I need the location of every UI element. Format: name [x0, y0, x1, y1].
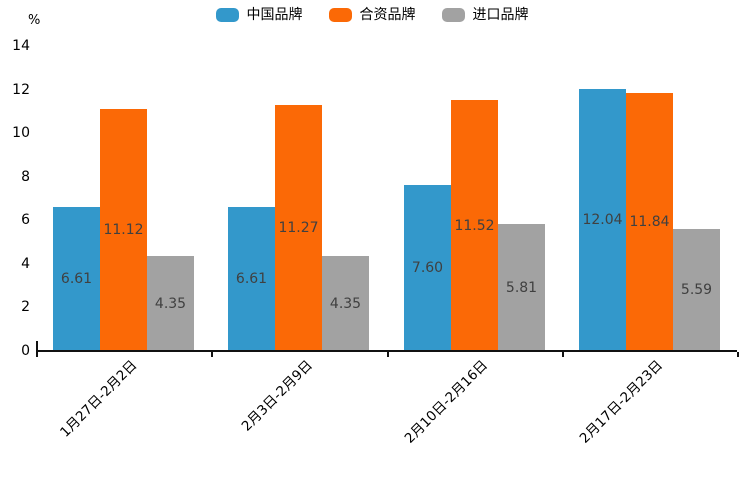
x-category-label: 1月27日-2月2日 — [56, 357, 141, 441]
x-axis-line — [36, 350, 737, 352]
bar-value-label: 7.60 — [411, 260, 444, 276]
bar-value-label: 11.52 — [454, 217, 495, 234]
x-axis-tick — [36, 352, 38, 357]
x-axis-tick — [737, 352, 739, 357]
y-axis-unit-label: % — [28, 13, 41, 28]
y-tick-label: 8 — [21, 168, 30, 185]
y-tick-label: 0 — [21, 343, 30, 359]
x-axis-tick — [387, 352, 389, 357]
bar-value-label: 12.04 — [582, 212, 623, 228]
legend-label: 合资品牌 — [359, 7, 416, 23]
legend-swatch-icon — [441, 8, 465, 22]
legend-item-1[interactable]: 合资品牌 — [328, 7, 416, 23]
y-tick-label: 12 — [12, 81, 30, 98]
bar-value-label: 6.61 — [235, 271, 268, 287]
bar-value-label: 4.35 — [154, 295, 187, 312]
y-tick-label: 4 — [21, 255, 30, 272]
bar-series2-group3: 5.59 — [673, 229, 720, 351]
legend-item-0[interactable]: 中国品牌 — [215, 7, 303, 23]
bar-series2-group2: 5.81 — [498, 224, 545, 351]
bar-series2-group0: 4.35 — [147, 256, 194, 351]
legend-swatch-icon — [328, 8, 352, 22]
bar-series1-group2: 11.52 — [451, 100, 498, 351]
bar-series0-group3: 12.04 — [579, 89, 626, 351]
bar-value-label: 11.84 — [629, 214, 670, 230]
bar-value-label: 5.81 — [505, 279, 538, 296]
bar-value-label: 11.12 — [103, 222, 144, 238]
bar-value-label: 4.35 — [329, 295, 362, 312]
legend-label: 中国品牌 — [246, 7, 303, 23]
bar-value-label: 6.61 — [60, 271, 93, 287]
legend-label: 进口品牌 — [472, 7, 529, 23]
x-axis-tick — [211, 352, 213, 357]
bar-value-label: 11.27 — [278, 220, 319, 236]
y-tick-label: 10 — [12, 125, 30, 142]
chart-legend: 中国品牌 合资品牌 进口品牌 — [0, 8, 744, 22]
bar-series1-group3: 11.84 — [626, 93, 673, 351]
y-tick-label: 14 — [12, 38, 30, 54]
y-axis-zero-tick — [36, 341, 38, 350]
x-category-label: 2月17日-2月23日 — [576, 357, 666, 447]
bar-series0-group1: 6.61 — [228, 207, 275, 351]
x-category-label: 2月3日-2月9日 — [238, 357, 316, 435]
bar-value-label: 5.59 — [680, 282, 713, 298]
x-category-label: 2月10日-2月16日 — [401, 357, 491, 447]
bar-series1-group1: 11.27 — [275, 105, 322, 351]
bar-series2-group1: 4.35 — [322, 256, 369, 351]
bar-series0-group0: 6.61 — [53, 207, 100, 351]
legend-item-2[interactable]: 进口品牌 — [441, 7, 529, 23]
x-axis-tick — [562, 352, 564, 357]
y-tick-label: 2 — [21, 299, 30, 316]
y-tick-label: 6 — [21, 212, 30, 229]
bar-series1-group0: 11.12 — [100, 109, 147, 351]
legend-swatch-icon — [215, 8, 239, 22]
bar-series0-group2: 7.60 — [404, 185, 451, 351]
